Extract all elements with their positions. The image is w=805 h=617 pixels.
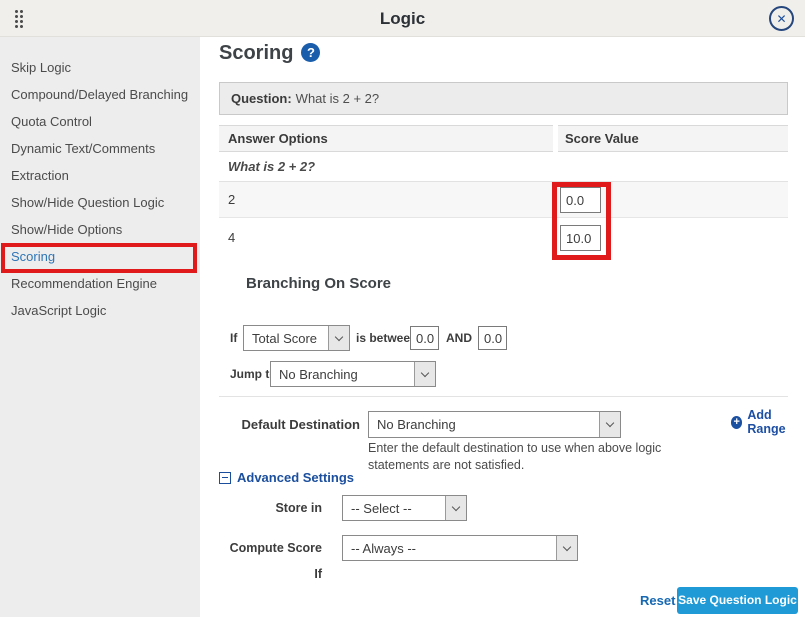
compute-score-if-select[interactable]: -- Always --: [342, 535, 578, 561]
chevron-down-icon: [599, 412, 620, 437]
if-label: If: [230, 331, 238, 345]
page-title-text: Scoring: [219, 42, 294, 64]
is-between-label: is between: [356, 331, 418, 345]
question-label: Question:: [231, 91, 292, 106]
page-title: Scoring?: [219, 42, 321, 65]
advanced-settings-toggle[interactable]: Advanced Settings: [219, 470, 354, 485]
sidebar-item-skip-logic[interactable]: Skip Logic: [11, 60, 71, 75]
jump-to-value: No Branching: [279, 366, 358, 382]
score-table-header: Answer Options Score Value: [219, 125, 788, 152]
question-box: Question: What is 2 + 2?: [219, 82, 788, 115]
close-button[interactable]: ✕: [769, 6, 794, 31]
question-text: What is 2 + 2?: [295, 91, 380, 106]
column-header-answer-options: Answer Options: [219, 125, 553, 152]
sidebar-item-recommendation-engine[interactable]: Recommendation Engine: [11, 276, 157, 291]
add-range-link[interactable]: + Add Range: [731, 408, 805, 436]
collapse-icon: [219, 471, 231, 484]
default-destination-select[interactable]: No Branching: [368, 411, 621, 438]
compute-score-if-label: Compute Score If: [229, 541, 322, 581]
default-destination-helper-text: Enter the default destination to use whe…: [368, 441, 662, 472]
range-min-input[interactable]: [410, 326, 439, 350]
sidebar-item-compound-delayed-branching[interactable]: Compound/Delayed Branching: [11, 87, 189, 102]
range-max-input[interactable]: [478, 326, 507, 350]
close-icon: ✕: [776, 11, 787, 26]
advanced-settings-label: Advanced Settings: [237, 470, 355, 485]
scoring-panel: Scoring? Question: What is 2 + 2? Answer …: [200, 37, 805, 617]
modal-header: Logic ✕: [0, 0, 805, 37]
default-destination-value: No Branching: [377, 417, 456, 432]
answer-option-label: 4: [228, 230, 236, 245]
sidebar-item-dynamic-text-comments[interactable]: Dynamic Text/Comments: [11, 141, 156, 156]
score-value-input[interactable]: [560, 187, 601, 213]
answer-option-label: 2: [228, 192, 236, 207]
sidebar-item-javascript-logic[interactable]: JavaScript Logic: [11, 303, 107, 318]
help-icon[interactable]: ?: [301, 43, 321, 62]
sidebar-item-quota-control[interactable]: Quota Control: [11, 114, 92, 129]
default-destination-label: Default Destination: [241, 417, 360, 432]
chevron-down-icon: [328, 326, 349, 350]
sidebar-item-show-hide-question-logic[interactable]: Show/Hide Question Logic: [11, 195, 165, 210]
modal-title: Logic: [379, 9, 426, 28]
sidebar-item-show-hide-options[interactable]: Show/Hide Options: [11, 222, 123, 237]
store-in-value: -- Select --: [351, 500, 412, 516]
sidebar-item-extraction[interactable]: Extraction: [11, 168, 69, 183]
jump-to-select[interactable]: No Branching: [270, 361, 436, 387]
chevron-down-icon: [556, 536, 577, 560]
jump-to-label: Jump to: [230, 367, 277, 381]
store-in-label: Store in: [275, 501, 322, 515]
sidebar-item-scoring[interactable]: Scoring: [11, 249, 56, 264]
table-row: 2: [219, 182, 788, 218]
store-in-select[interactable]: -- Select --: [342, 495, 467, 521]
and-label: AND: [446, 331, 472, 345]
drag-handle-icon[interactable]: [14, 9, 24, 28]
score-table: Answer Options Score Value What is 2 + 2…: [219, 125, 788, 258]
chevron-down-icon: [445, 496, 466, 520]
logic-sidebar: Skip Logic Compound/Delayed Branching Qu…: [0, 37, 200, 617]
save-question-logic-button[interactable]: Save Question Logic: [677, 587, 798, 614]
add-range-label: Add Range: [747, 408, 786, 436]
column-header-score-value: Score Value: [558, 125, 788, 152]
add-icon: +: [731, 415, 743, 429]
score-value-input[interactable]: [560, 225, 601, 251]
table-row: 4: [219, 218, 788, 258]
section-divider: [219, 396, 788, 397]
reset-link[interactable]: Reset: [640, 593, 676, 608]
branching-section-title: Branching On Score: [246, 275, 392, 292]
compute-score-if-value: -- Always --: [351, 540, 416, 556]
question-group-row: What is 2 + 2?: [219, 152, 788, 182]
score-metric-select[interactable]: Total Score: [243, 325, 350, 351]
score-metric-value: Total Score: [252, 330, 318, 346]
chevron-down-icon: [414, 362, 435, 386]
